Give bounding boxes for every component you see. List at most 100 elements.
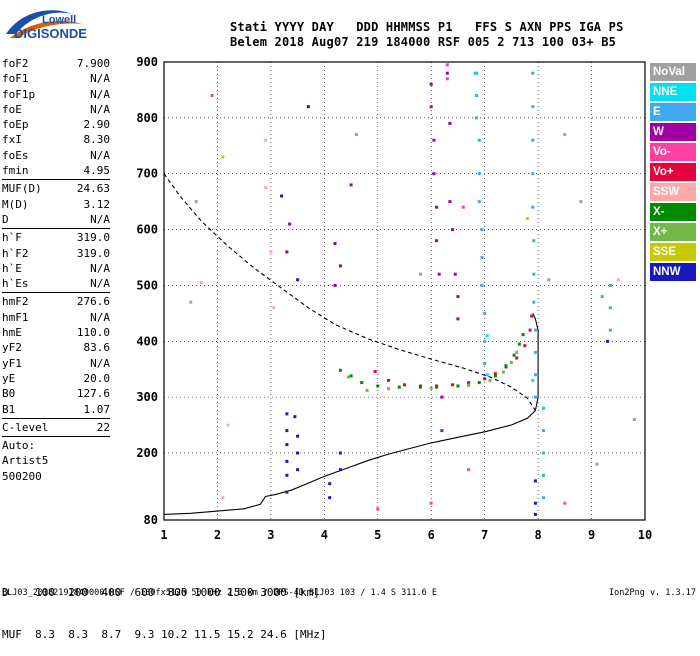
ionogram-chart: 1 2 3 4 5 6 7 8 9 10 80 200 300 400 500 600 700 800 900 xyxy=(136,55,652,542)
data-point-nnw xyxy=(280,194,284,198)
param-name: foF1 xyxy=(2,72,29,86)
data-point-vo+ xyxy=(403,383,406,387)
data-point-vo- xyxy=(376,507,380,511)
data-point-x- xyxy=(349,374,353,378)
data-point-e xyxy=(480,228,484,232)
param-value: N/A xyxy=(90,212,110,226)
data-point-w xyxy=(456,317,460,321)
data-point-x- xyxy=(521,333,525,337)
data-point-noval xyxy=(419,272,422,276)
data-point-ssw xyxy=(264,186,267,190)
param-row: h`E N/A xyxy=(2,261,110,276)
data-point-w xyxy=(435,205,439,209)
param-value: 24.63 xyxy=(76,182,110,196)
x-tick-label: 9 xyxy=(588,528,595,542)
data-point-ssw xyxy=(199,281,203,285)
data-point-nnw xyxy=(296,278,300,282)
data-point-noval xyxy=(194,200,198,204)
param-row: B0 127.6 xyxy=(2,386,110,401)
data-point-nnw xyxy=(533,512,537,516)
param-row: foE N/A xyxy=(2,102,110,117)
param-row: M(D) 3.12 xyxy=(2,197,110,212)
data-point-w xyxy=(333,242,337,245)
profile-curve xyxy=(163,313,539,515)
data-point-e xyxy=(480,283,484,287)
param-name: foEp xyxy=(2,118,29,132)
data-point-nnw xyxy=(533,479,537,483)
data-point-e xyxy=(600,295,604,299)
x-tick-label: 1 xyxy=(160,528,167,542)
param-name: foE xyxy=(2,102,22,116)
data-point-sse xyxy=(221,155,225,159)
param-value: N/A xyxy=(90,148,110,162)
param-value: 8.30 xyxy=(83,133,111,147)
data-point-nnw xyxy=(606,339,610,343)
data-point-w xyxy=(435,239,439,243)
lowell-digisonde-logo: Lowell DIGISONDE xyxy=(2,4,122,44)
param-name: foF2 xyxy=(2,57,29,70)
data-point-x- xyxy=(512,353,516,357)
data-point-vo+ xyxy=(523,344,527,348)
data-point-nnw xyxy=(285,429,289,433)
logo-lowell: Lowell xyxy=(42,14,77,26)
data-point-nnw xyxy=(293,415,297,419)
data-point-x+ xyxy=(387,387,390,391)
separator xyxy=(2,436,110,438)
parameter-list: foF2 7.900 foF1 N/A foF1p N/A foE N/A foEp 2.90 fx… xyxy=(2,56,110,484)
param-name: yF2 xyxy=(2,341,22,355)
data-point-e xyxy=(532,300,536,304)
data-point-nnw xyxy=(296,451,300,455)
y-tick-label: 600 xyxy=(136,223,158,237)
data-point-nnw xyxy=(285,443,289,447)
legend-item: W xyxy=(650,123,696,141)
data-point-vo- xyxy=(445,77,449,81)
data-point-nnw xyxy=(338,451,342,455)
legend-item: E xyxy=(650,103,696,121)
data-point-ssw xyxy=(269,250,273,254)
param-value: N/A xyxy=(90,277,110,291)
legend-item: NNE xyxy=(650,83,696,101)
data-point-sse xyxy=(525,216,529,220)
param-value: 7.900 xyxy=(76,57,110,70)
header-labels: Stati YYYY DAY DDD HHMMSS P1 FFS S AXN P… xyxy=(230,20,624,34)
y-tick-label: 80 xyxy=(144,513,158,527)
x-tick-label: 8 xyxy=(534,528,541,542)
data-point-nne xyxy=(485,334,489,338)
data-point-vo+ xyxy=(530,314,534,318)
param-row: yF2 83.6 xyxy=(2,340,110,355)
data-point-e xyxy=(533,395,537,399)
separator xyxy=(2,179,110,181)
data-point-e xyxy=(483,362,487,366)
data-point-nnw xyxy=(328,482,332,486)
param-name: hmE xyxy=(2,326,22,340)
data-point-w xyxy=(453,272,457,276)
data-point-e xyxy=(477,138,481,142)
data-point-w xyxy=(437,272,441,276)
data-point-e xyxy=(608,306,612,310)
legend-item: SSE xyxy=(650,243,696,261)
data-point-x- xyxy=(504,364,508,368)
data-point-noval xyxy=(563,133,567,137)
param-name: MUF(D) xyxy=(2,182,42,196)
data-point-e xyxy=(542,406,545,410)
data-point-e xyxy=(475,94,479,97)
data-point-e xyxy=(532,272,536,276)
data-point-x+ xyxy=(509,361,513,364)
data-point-nne xyxy=(485,373,489,377)
data-point-e xyxy=(533,373,537,377)
data-point-x- xyxy=(517,342,521,346)
data-point-w xyxy=(440,395,444,399)
param-value: 127.6 xyxy=(76,387,110,401)
data-point-e xyxy=(475,71,479,75)
param-value: 110.0 xyxy=(76,326,110,340)
data-point-x- xyxy=(456,384,460,388)
data-point-e xyxy=(532,239,536,243)
data-point-w xyxy=(338,264,342,268)
data-point-e xyxy=(477,200,481,204)
y-tick-label: 500 xyxy=(136,278,158,292)
y-tick-labels: 80 200 300 400 500 600 700 800 900 xyxy=(136,55,158,527)
data-point-x- xyxy=(493,374,497,378)
param-value: 4.95 xyxy=(83,164,111,178)
legend-item: Vo+ xyxy=(650,163,696,181)
data-point-ssw xyxy=(226,423,230,427)
